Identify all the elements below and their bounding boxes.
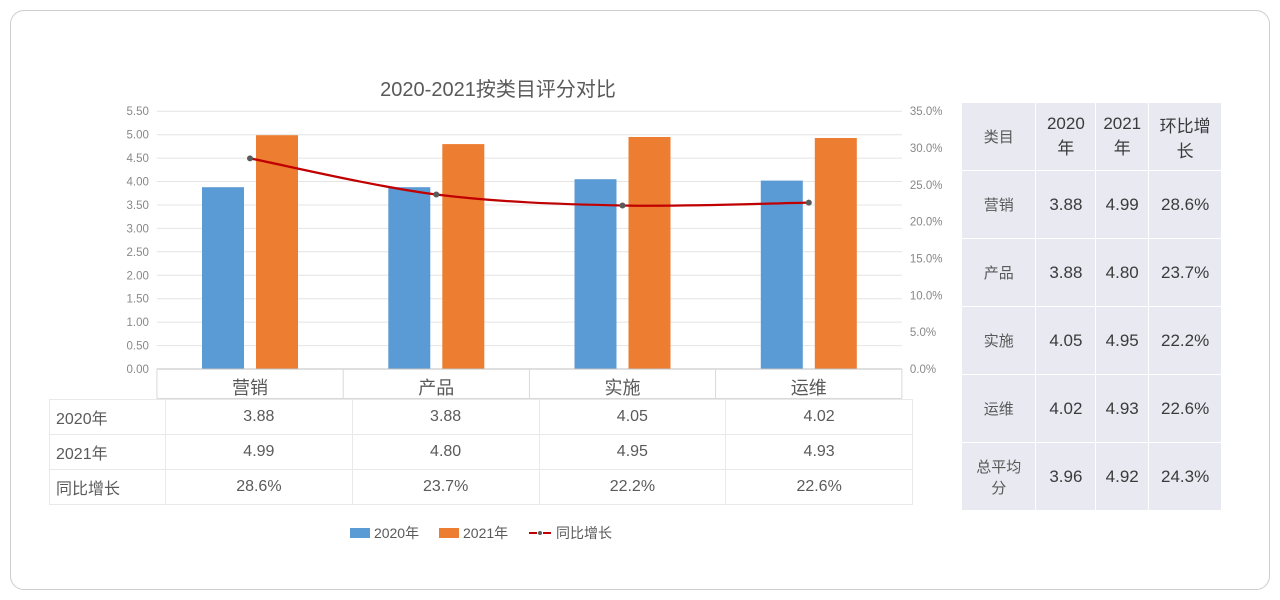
svg-text:35.0%: 35.0% — [910, 106, 943, 118]
svg-text:25.0%: 25.0% — [910, 180, 943, 192]
svg-text:0.0%: 0.0% — [910, 364, 936, 376]
svg-text:3.50: 3.50 — [127, 200, 149, 212]
svg-text:10.0%: 10.0% — [910, 290, 943, 302]
svg-text:1.00: 1.00 — [127, 317, 149, 329]
svg-text:0.50: 0.50 — [127, 341, 149, 353]
svg-text:运维: 运维 — [791, 378, 827, 398]
svg-text:5.0%: 5.0% — [910, 327, 936, 339]
svg-text:20.0%: 20.0% — [910, 217, 943, 229]
svg-text:营销: 营销 — [232, 378, 268, 398]
svg-text:2.00: 2.00 — [127, 270, 149, 282]
svg-text:15.0%: 15.0% — [910, 254, 943, 266]
svg-text:2.50: 2.50 — [127, 247, 149, 259]
svg-text:3.00: 3.00 — [127, 223, 149, 235]
svg-text:产品: 产品 — [418, 378, 454, 398]
svg-text:1.50: 1.50 — [127, 294, 149, 306]
svg-text:5.50: 5.50 — [127, 106, 149, 118]
svg-text:4.50: 4.50 — [127, 153, 149, 165]
svg-text:5.00: 5.00 — [127, 130, 149, 142]
svg-text:0.00: 0.00 — [127, 364, 149, 376]
svg-text:30.0%: 30.0% — [910, 143, 943, 155]
svg-text:4.00: 4.00 — [127, 177, 149, 189]
svg-text:实施: 实施 — [605, 378, 641, 398]
